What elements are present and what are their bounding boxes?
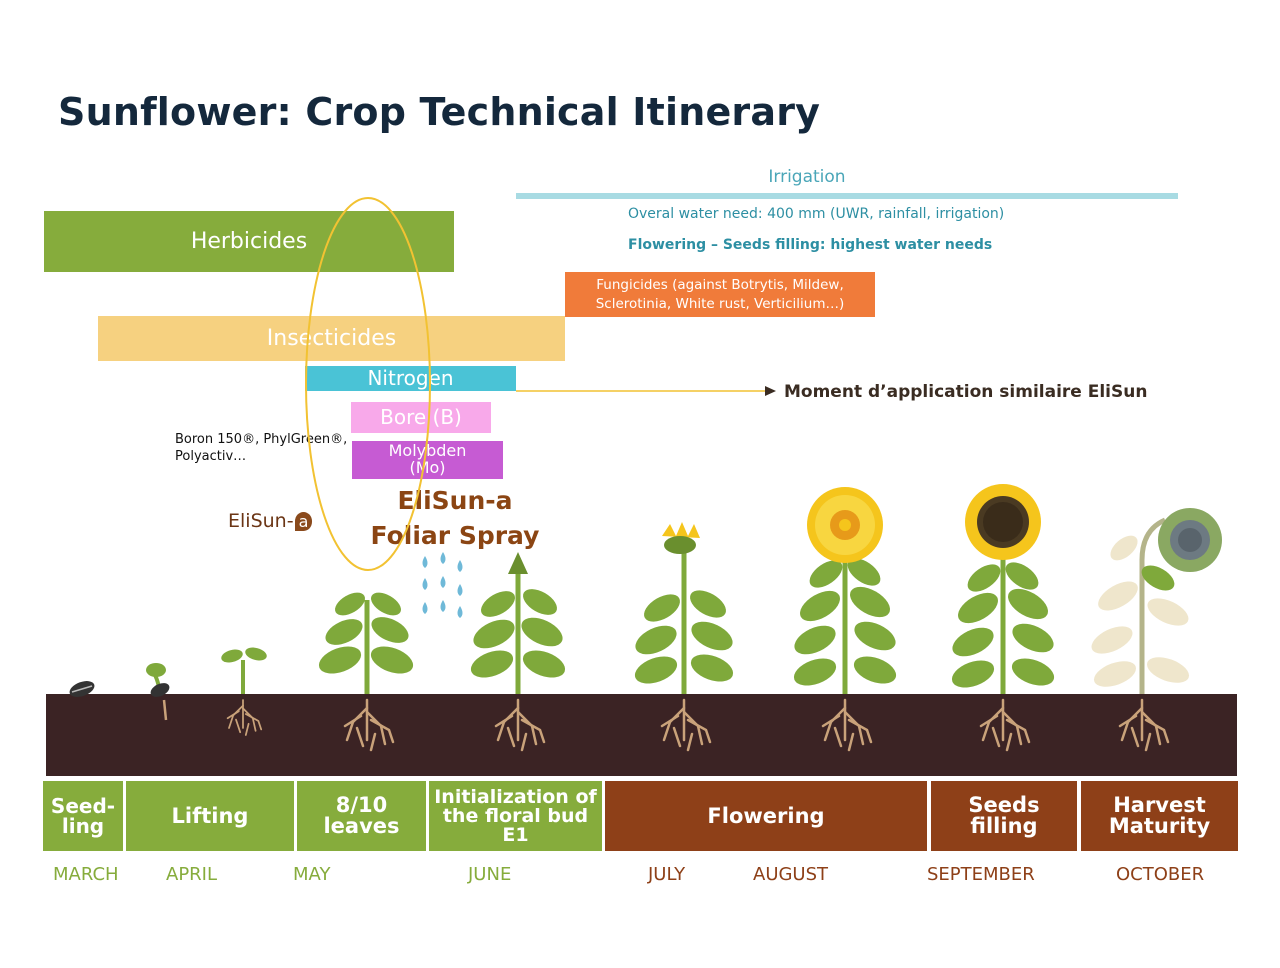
product-list-line2: Polyactiv… — [175, 448, 247, 464]
seedling-icon — [221, 647, 267, 736]
bud-opening-icon — [630, 522, 738, 752]
stage-lifting: Lifting — [126, 781, 294, 851]
month-april: APRIL — [166, 864, 218, 885]
month-june: JUNE — [468, 864, 512, 885]
molybden-label-line1: Molybden — [388, 441, 467, 461]
herbicides-label: Herbicides — [190, 228, 308, 254]
water-drops-icon — [422, 552, 463, 618]
stage-flowering: Flowering — [605, 781, 927, 851]
sunflower-seed-icon — [69, 681, 95, 697]
stage-floral-bud-line1: Initialization of — [434, 785, 597, 808]
sprout-icon — [146, 663, 170, 721]
bore-label: Bore (B) — [380, 405, 462, 429]
application-moment-note: Moment d’application similaire EliSun — [784, 382, 1148, 402]
nitrogen-label: Nitrogen — [367, 366, 454, 390]
fungicides-bar: Fungicides (against Botrytis, Mildew, Sc… — [565, 272, 875, 317]
month-august: AUGUST — [753, 864, 829, 885]
fungicides-label-line2: Sclerotinia, White rust, Verticilium…) — [595, 295, 845, 312]
stage-flowering-label: Flowering — [707, 803, 825, 828]
irrigation-line — [516, 193, 1178, 199]
month-july: JULY — [648, 864, 686, 885]
page-title: Sunflower: Crop Technical Itinerary — [58, 90, 821, 134]
stage-seeds-filling: Seeds filling — [931, 781, 1077, 851]
water-need-text: Overal water need: 400 mm (UWR, rainfall… — [628, 206, 1005, 222]
peak-water-need-text: Flowering – Seeds filling: highest water… — [628, 237, 993, 253]
month-may: MAY — [293, 864, 331, 885]
stage-seedling-line1: Seed- — [50, 794, 116, 818]
nitrogen-bar: Nitrogen — [305, 366, 516, 391]
month-september: SEPTEMBER — [927, 864, 1035, 885]
young-plant-icon — [315, 587, 417, 752]
soil-band — [46, 694, 1237, 776]
insecticides-label: Insecticides — [266, 325, 397, 351]
mature-sunflower-icon — [1091, 508, 1222, 752]
stage-floral-bud-line3: E1 — [502, 823, 529, 846]
bore-bar: Bore (B) — [351, 402, 491, 433]
stage-harvest: Harvest Maturity — [1081, 781, 1238, 851]
seed-filling-sunflower-icon — [947, 484, 1059, 752]
stage-floral-bud: Initialization of the floral bud E1 — [429, 781, 602, 851]
stage-seeds-filling-line2: filling — [970, 814, 1038, 838]
stage-lifting-label: Lifting — [171, 803, 249, 828]
stage-leaves-line2: leaves — [323, 814, 400, 838]
product-list-line1: Boron 150®, PhylGreen®, — [175, 432, 348, 447]
stage-seeds-filling-line1: Seeds — [968, 793, 1040, 817]
month-october: OCTOBER — [1116, 864, 1205, 885]
stage-leaves: 8/10 leaves — [297, 781, 426, 851]
stage-harvest-line1: Harvest — [1113, 793, 1206, 817]
herbicides-bar: Herbicides — [44, 211, 454, 272]
product-list-note: Boron 150®, PhylGreen®, Polyactiv… — [175, 432, 347, 466]
elisun-logo-text: EliSun- — [228, 510, 294, 532]
irrigation-label: Irrigation — [768, 167, 846, 187]
application-window-ellipse — [305, 197, 431, 571]
month-march: MARCH — [53, 864, 119, 885]
arrow-icon — [516, 386, 776, 396]
insecticides-bar: Insecticides — [98, 316, 565, 361]
blooming-sunflower-icon — [789, 487, 901, 752]
molybden-label-line2: (Mo) — [409, 458, 446, 477]
stage-seedling-line2: ling — [61, 814, 105, 838]
elisun-logo: EliSun-a — [228, 510, 313, 532]
fungicides-label-line1: Fungicides (against Botrytis, Mildew, — [596, 276, 844, 293]
stage-harvest-line2: Maturity — [1108, 814, 1211, 838]
budding-plant-icon — [467, 552, 569, 752]
stage-leaves-line1: 8/10 — [335, 793, 388, 817]
stage-seedling: Seed-ling — [43, 781, 123, 851]
stage-floral-bud-line2: the floral bud — [442, 804, 589, 827]
elisun-logo-badge: a — [294, 512, 313, 531]
